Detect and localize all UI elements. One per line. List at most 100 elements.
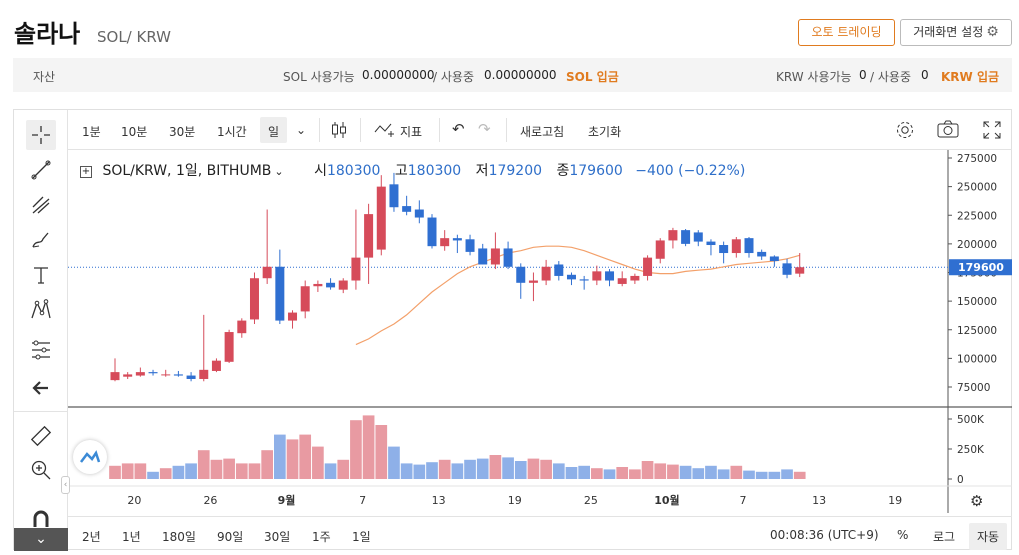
volume-bar [375, 425, 388, 479]
sol-inuse-label: / 사용중 [433, 70, 474, 84]
candle-body [452, 238, 462, 241]
range-1d[interactable]: 1일 [352, 530, 371, 544]
interval-1h[interactable]: 1시간 [217, 125, 247, 139]
legend-collapse-icon[interactable]: + [80, 166, 92, 178]
candle-body [744, 238, 754, 254]
close-label: 종 [556, 163, 570, 179]
volume-bar [426, 462, 438, 479]
range-1y[interactable]: 1년 [122, 530, 141, 544]
price-tick-label: 225000 [957, 210, 997, 222]
volume-bar [768, 471, 781, 479]
price-tick-label: 250000 [957, 182, 997, 194]
krw-available-label: KRW 사용가능 [776, 70, 852, 84]
undo-icon[interactable]: ↶ [452, 120, 465, 138]
fullscreen-icon[interactable] [983, 121, 1001, 142]
interval-30m[interactable]: 30분 [169, 125, 196, 139]
crosshair-tool-icon[interactable] [26, 120, 56, 150]
interval-1m[interactable]: 1분 [82, 125, 101, 139]
interval-10m[interactable]: 10분 [121, 125, 148, 139]
scroll-down-icon[interactable]: ⌄ [14, 528, 68, 551]
volume-bar [109, 465, 121, 479]
page-header: 솔라나 SOL/ KRW 오토 트레이딩 거래화면 설정 ⚙ [0, 0, 1019, 56]
candle-body [110, 372, 120, 381]
screen-settings-button[interactable]: 거래화면 설정 ⚙ [900, 19, 1012, 46]
price-tick-label: 75000 [957, 382, 990, 394]
candle-body [528, 280, 538, 283]
range-90d[interactable]: 90일 [217, 530, 244, 544]
text-tool-icon[interactable] [26, 260, 56, 290]
candle-body [643, 257, 653, 276]
range-30d[interactable]: 30일 [264, 530, 291, 544]
volume-bar [629, 469, 641, 479]
volume-bar [261, 450, 273, 479]
volume-bar [616, 467, 629, 479]
candle-body [135, 372, 145, 376]
candle-type-icon[interactable] [330, 120, 348, 143]
volume-bar [337, 459, 350, 479]
back-arrow-icon[interactable] [26, 373, 56, 403]
volume-bar [312, 446, 324, 479]
candle-body [148, 372, 158, 374]
chart-settings-gear-icon[interactable] [895, 120, 915, 143]
candle-body [237, 320, 247, 334]
candle-body [440, 238, 450, 247]
magnet-tool-icon[interactable] [26, 505, 56, 535]
volume-bar [299, 434, 312, 479]
redo-icon[interactable]: ↷ [478, 120, 491, 138]
symbol-dropdown-icon[interactable]: ⌄ [274, 165, 284, 178]
range-1w[interactable]: 1주 [312, 530, 331, 544]
tradingview-logo-icon[interactable] [73, 440, 107, 474]
range-180d[interactable]: 180일 [162, 530, 196, 544]
volume-bar [781, 469, 793, 479]
volume-bar [400, 463, 413, 479]
fib-tool-icon[interactable] [26, 335, 56, 365]
auto-scale-button[interactable]: 자동 [969, 523, 1008, 550]
low-value: 179200 [488, 163, 543, 179]
brush-tool-icon[interactable] [26, 225, 56, 255]
indicator-icon[interactable] [374, 120, 396, 141]
candle-body [795, 267, 805, 274]
sol-inuse-value: 0.00000000 [484, 68, 557, 82]
pitchfork-tool-icon[interactable] [26, 190, 56, 220]
candle-body [376, 186, 386, 250]
volume-bar [223, 458, 235, 479]
interval-day[interactable]: 일 [260, 117, 288, 143]
volume-bar [743, 470, 755, 479]
candle-body [224, 332, 234, 362]
krw-deposit-link[interactable]: KRW 입금 [941, 70, 1000, 84]
auto-trading-button[interactable]: 오토 트레이딩 [798, 19, 895, 46]
sol-deposit-link[interactable]: SOL 입금 [566, 70, 619, 84]
volume-bar [362, 415, 375, 479]
low-label: 저 [475, 163, 489, 179]
chart-legend: + SOL/KRW, 1일, BITHUMB ⌄ 시180300 고180300 … [80, 160, 745, 180]
reset-button[interactable]: 초기화 [588, 125, 622, 139]
price-chart[interactable]: 7500010000012500015000017500020000022500… [14, 150, 1012, 520]
collapse-tab-icon[interactable]: ‹ [61, 476, 70, 494]
log-scale-button[interactable]: 로그 [933, 530, 956, 544]
range-2y[interactable]: 2년 [82, 530, 101, 544]
clock-time[interactable]: 00:08:36 (UTC+9) [770, 528, 879, 542]
pattern-tool-icon[interactable] [26, 295, 56, 325]
refresh-button[interactable]: 새로고침 [520, 125, 565, 139]
toolbar-separator [506, 118, 507, 142]
zoom-in-icon[interactable] [26, 455, 56, 485]
time-tick-label: 20 [127, 494, 141, 507]
candle-body [199, 369, 209, 379]
percent-scale-button[interactable]: % [897, 528, 909, 542]
legend-symbol[interactable]: SOL/KRW, 1일, BITHUMB [102, 163, 272, 179]
sol-available-value: 0.00000000 [362, 68, 435, 82]
ruler-tool-icon[interactable] [26, 421, 56, 451]
volume-bar [591, 468, 603, 479]
candle-body [300, 286, 310, 312]
trendline-tool-icon[interactable] [26, 155, 56, 185]
candle-body [465, 239, 475, 252]
volume-bar [210, 459, 223, 479]
volume-bar [121, 463, 134, 479]
camera-icon[interactable] [937, 120, 959, 141]
volume-bar [565, 467, 578, 479]
indicator-button[interactable]: 지표 [400, 125, 423, 139]
interval-dropdown-icon[interactable]: ⌄ [296, 123, 307, 137]
screen-settings-label: 거래화면 설정 [913, 25, 984, 39]
time-tick-label: 26 [203, 494, 217, 507]
volume-bar [134, 463, 147, 479]
